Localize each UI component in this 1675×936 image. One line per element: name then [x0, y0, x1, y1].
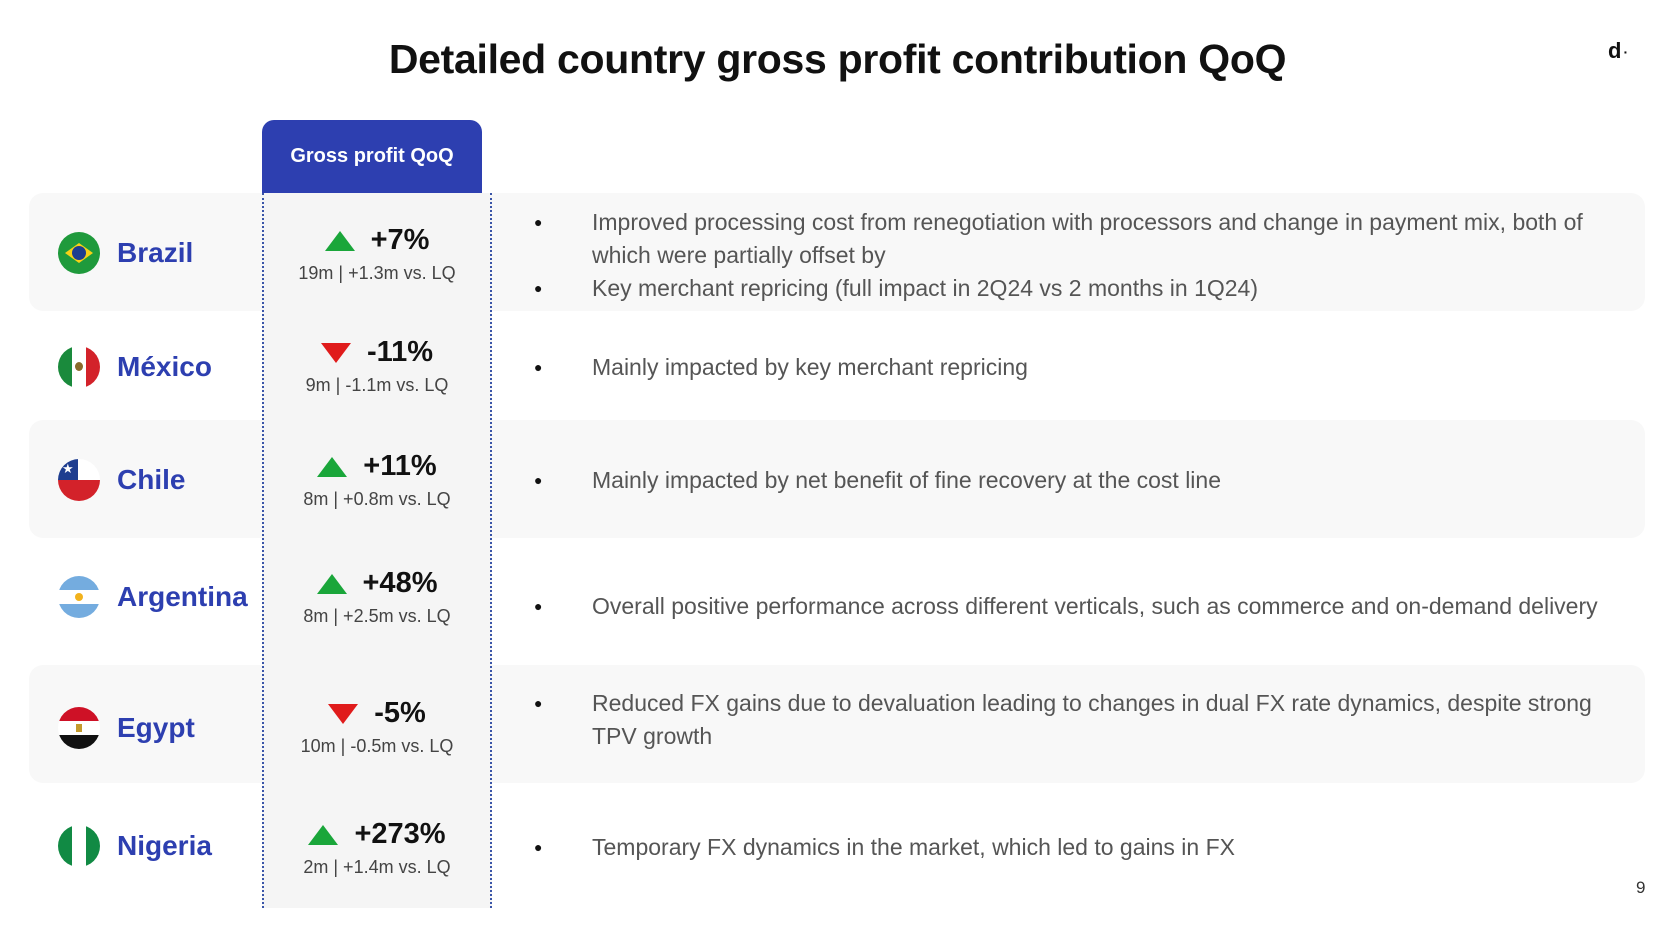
mexico-flag-icon	[58, 346, 100, 388]
country-name: Egypt	[117, 712, 195, 743]
gross-profit-column	[262, 193, 492, 908]
gross-profit-detail: 2m | +1.4m vs. LQ	[303, 857, 451, 877]
gross-profit-detail: 9m | -1.1m vs. LQ	[305, 375, 449, 395]
metric-argentina: +48% 8m | +2.5m vs. LQ	[262, 567, 492, 627]
logo-dot-icon: ·	[1623, 44, 1629, 61]
desc-egypt: Reduced FX gains due to devaluation lead…	[534, 687, 1609, 753]
arrow-up-icon	[317, 456, 348, 477]
country-name: Nigeria	[117, 830, 212, 861]
logo: d ·	[1608, 38, 1628, 64]
page-number: 9	[1636, 878, 1646, 897]
bullet-text: Mainly impacted by net benefit of fine r…	[534, 464, 1609, 497]
logo-text: d	[1608, 38, 1622, 63]
bullet-text: Improved processing cost from renegotiat…	[534, 206, 1609, 272]
arrow-up-icon	[324, 230, 355, 251]
desc-nigeria: Temporary FX dynamics in the market, whi…	[534, 831, 1609, 864]
arrow-down-icon	[320, 342, 351, 363]
gross-profit-detail: 19m | +1.3m vs. LQ	[298, 263, 456, 283]
country-name: Chile	[117, 464, 186, 495]
pct-change: +11%	[363, 450, 437, 482]
arrow-down-icon	[328, 703, 359, 724]
pct-change: -11%	[366, 336, 434, 368]
country-name: Argentina	[117, 581, 248, 612]
page-title: Detailed country gross profit contributi…	[388, 36, 1287, 82]
bullet-text: Key merchant repricing (full impact in 2…	[534, 272, 1609, 305]
brazil-flag-icon	[58, 232, 100, 274]
gross-profit-detail: 8m | +0.8m vs. LQ	[303, 489, 451, 509]
arrow-up-icon	[308, 824, 339, 845]
gross-profit-detail: 8m | +2.5m vs. LQ	[303, 606, 451, 626]
country-argentina: Argentina	[58, 576, 248, 618]
column-header: Gross profit QoQ	[262, 120, 482, 193]
desc-chile: Mainly impacted by net benefit of fine r…	[534, 464, 1609, 497]
nigeria-flag-icon	[58, 825, 100, 867]
argentina-flag-icon	[58, 576, 100, 618]
bullet-text: Mainly impacted by key merchant repricin…	[534, 351, 1609, 384]
chile-flag-icon: ★	[58, 459, 100, 501]
country-mexico: México	[58, 346, 212, 388]
metric-brazil: +7% 19m | +1.3m vs. LQ	[262, 224, 492, 284]
country-chile: ★ Chile	[58, 459, 185, 501]
pct-change: +7%	[370, 224, 430, 256]
metric-mexico: -11% 9m | -1.1m vs. LQ	[262, 336, 492, 396]
country-name: México	[117, 351, 212, 382]
desc-brazil: Improved processing cost from renegotiat…	[534, 206, 1609, 305]
country-nigeria: Nigeria	[58, 825, 212, 867]
metric-nigeria: +273% 2m | +1.4m vs. LQ	[262, 818, 492, 878]
metric-egypt: -5% 10m | -0.5m vs. LQ	[262, 697, 492, 757]
bullet-text: Temporary FX dynamics in the market, whi…	[534, 831, 1609, 864]
pct-change: +48%	[362, 567, 438, 599]
desc-argentina: Overall positive performance across diff…	[534, 590, 1609, 623]
desc-mexico: Mainly impacted by key merchant repricin…	[534, 351, 1609, 384]
gross-profit-detail: 10m | -0.5m vs. LQ	[300, 736, 454, 756]
bullet-text: Overall positive performance across diff…	[534, 590, 1609, 623]
country-egypt: Egypt	[58, 707, 195, 749]
metric-chile: +11% 8m | +0.8m vs. LQ	[262, 450, 492, 510]
country-name: Brazil	[117, 237, 194, 268]
egypt-flag-icon	[58, 707, 100, 749]
pct-change: +273%	[354, 818, 446, 850]
arrow-up-icon	[316, 573, 347, 594]
bullet-text: Reduced FX gains due to devaluation lead…	[534, 687, 1609, 753]
pct-change: -5%	[374, 697, 426, 729]
country-brazil: Brazil	[58, 232, 193, 274]
